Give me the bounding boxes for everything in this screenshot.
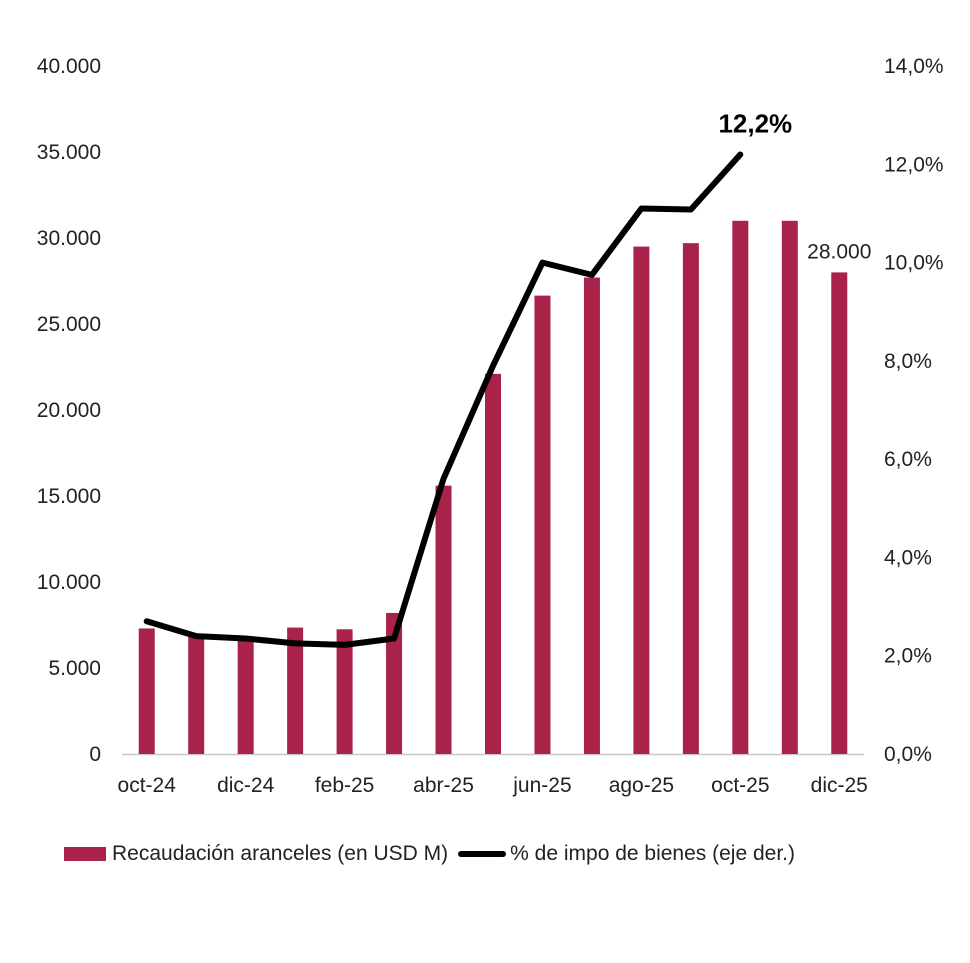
line-series [143, 151, 744, 648]
legend-line-swatch [458, 851, 507, 857]
bar [682, 243, 699, 754]
bar [583, 277, 600, 754]
y-left-tick-label: 30.000 [37, 227, 101, 250]
bar-data-label: 28.000 [807, 240, 871, 263]
x-tick-label: oct-24 [118, 774, 177, 797]
line-path [143, 151, 744, 648]
bar [831, 272, 848, 754]
bar [633, 246, 650, 754]
y-right-tick-label: 12,0% [884, 153, 944, 176]
y-left-tick-label: 10.000 [37, 571, 101, 594]
legend-line-label: % de impo de bienes (eje der.) [510, 842, 795, 865]
y-right-tick-label: 0,0% [884, 743, 932, 766]
bar [336, 629, 353, 754]
y-left-tick-label: 0 [89, 743, 101, 766]
bar [138, 628, 155, 754]
bar-series [138, 220, 848, 755]
legend-item-bars: Recaudación aranceles (en USD M) [64, 842, 448, 866]
y-left-tick-label: 25.000 [37, 313, 101, 336]
x-tick-label: oct-25 [711, 774, 769, 797]
bar [485, 373, 501, 754]
x-tick-label: feb-25 [315, 774, 375, 797]
bar [435, 485, 452, 754]
y-left-tick-label: 20.000 [37, 399, 101, 422]
x-tick-label: jun-25 [512, 774, 571, 797]
y-left-tick-label: 5.000 [48, 657, 101, 680]
x-tick-label: ago-25 [609, 774, 674, 797]
bar [781, 220, 798, 755]
bar [237, 638, 254, 754]
y-right-tick-label: 10,0% [884, 252, 944, 275]
legend-bar-label: Recaudación aranceles (en USD M) [112, 842, 449, 865]
y-right-tick-label: 6,0% [884, 448, 932, 471]
line-data-label: 12,2% [718, 108, 792, 138]
y-right-tick-label: 8,0% [884, 350, 932, 373]
bar [732, 220, 749, 755]
legend-bar-swatch [64, 847, 106, 861]
x-tick-label: abr-25 [413, 774, 474, 797]
bar [287, 627, 304, 754]
y-left-tick-label: 40.000 [37, 55, 101, 78]
legend-item-line: % de impo de bienes (eje der.) [448, 842, 795, 866]
y-right-tick-label: 14,0% [884, 55, 944, 78]
y-right-tick-label: 4,0% [884, 546, 932, 569]
bar [188, 635, 205, 754]
x-tick-label: dic-24 [217, 774, 275, 797]
y-left-tick-label: 15.000 [37, 485, 101, 508]
bar [534, 295, 551, 754]
bar [386, 612, 403, 754]
y-left-tick-label: 35.000 [37, 141, 101, 164]
y-right-tick-label: 2,0% [884, 645, 932, 668]
x-tick-label: dic-25 [811, 774, 868, 797]
legend: Recaudación aranceles (en USD M) % de im… [64, 842, 795, 866]
